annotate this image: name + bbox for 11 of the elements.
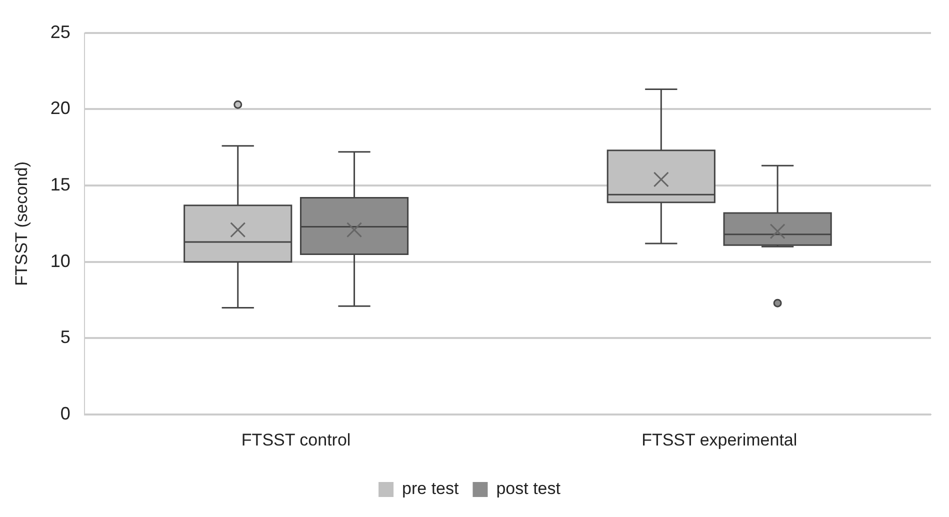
y-tick-label: 20 (50, 98, 70, 118)
y-tick-label: 5 (60, 327, 70, 348)
y-tick-label: 15 (50, 174, 70, 194)
legend-label: post test (496, 479, 561, 498)
y-tick-label: 25 (50, 22, 70, 42)
y-tick-label: 10 (50, 250, 70, 271)
x-tick-label: FTSST experimental (642, 430, 798, 450)
legend-label: pre test (402, 479, 459, 498)
y-axis-title: FTSST (second) (12, 162, 31, 286)
y-tick-label: 0 (60, 404, 70, 424)
x-tick-label: FTSST control (241, 430, 351, 450)
